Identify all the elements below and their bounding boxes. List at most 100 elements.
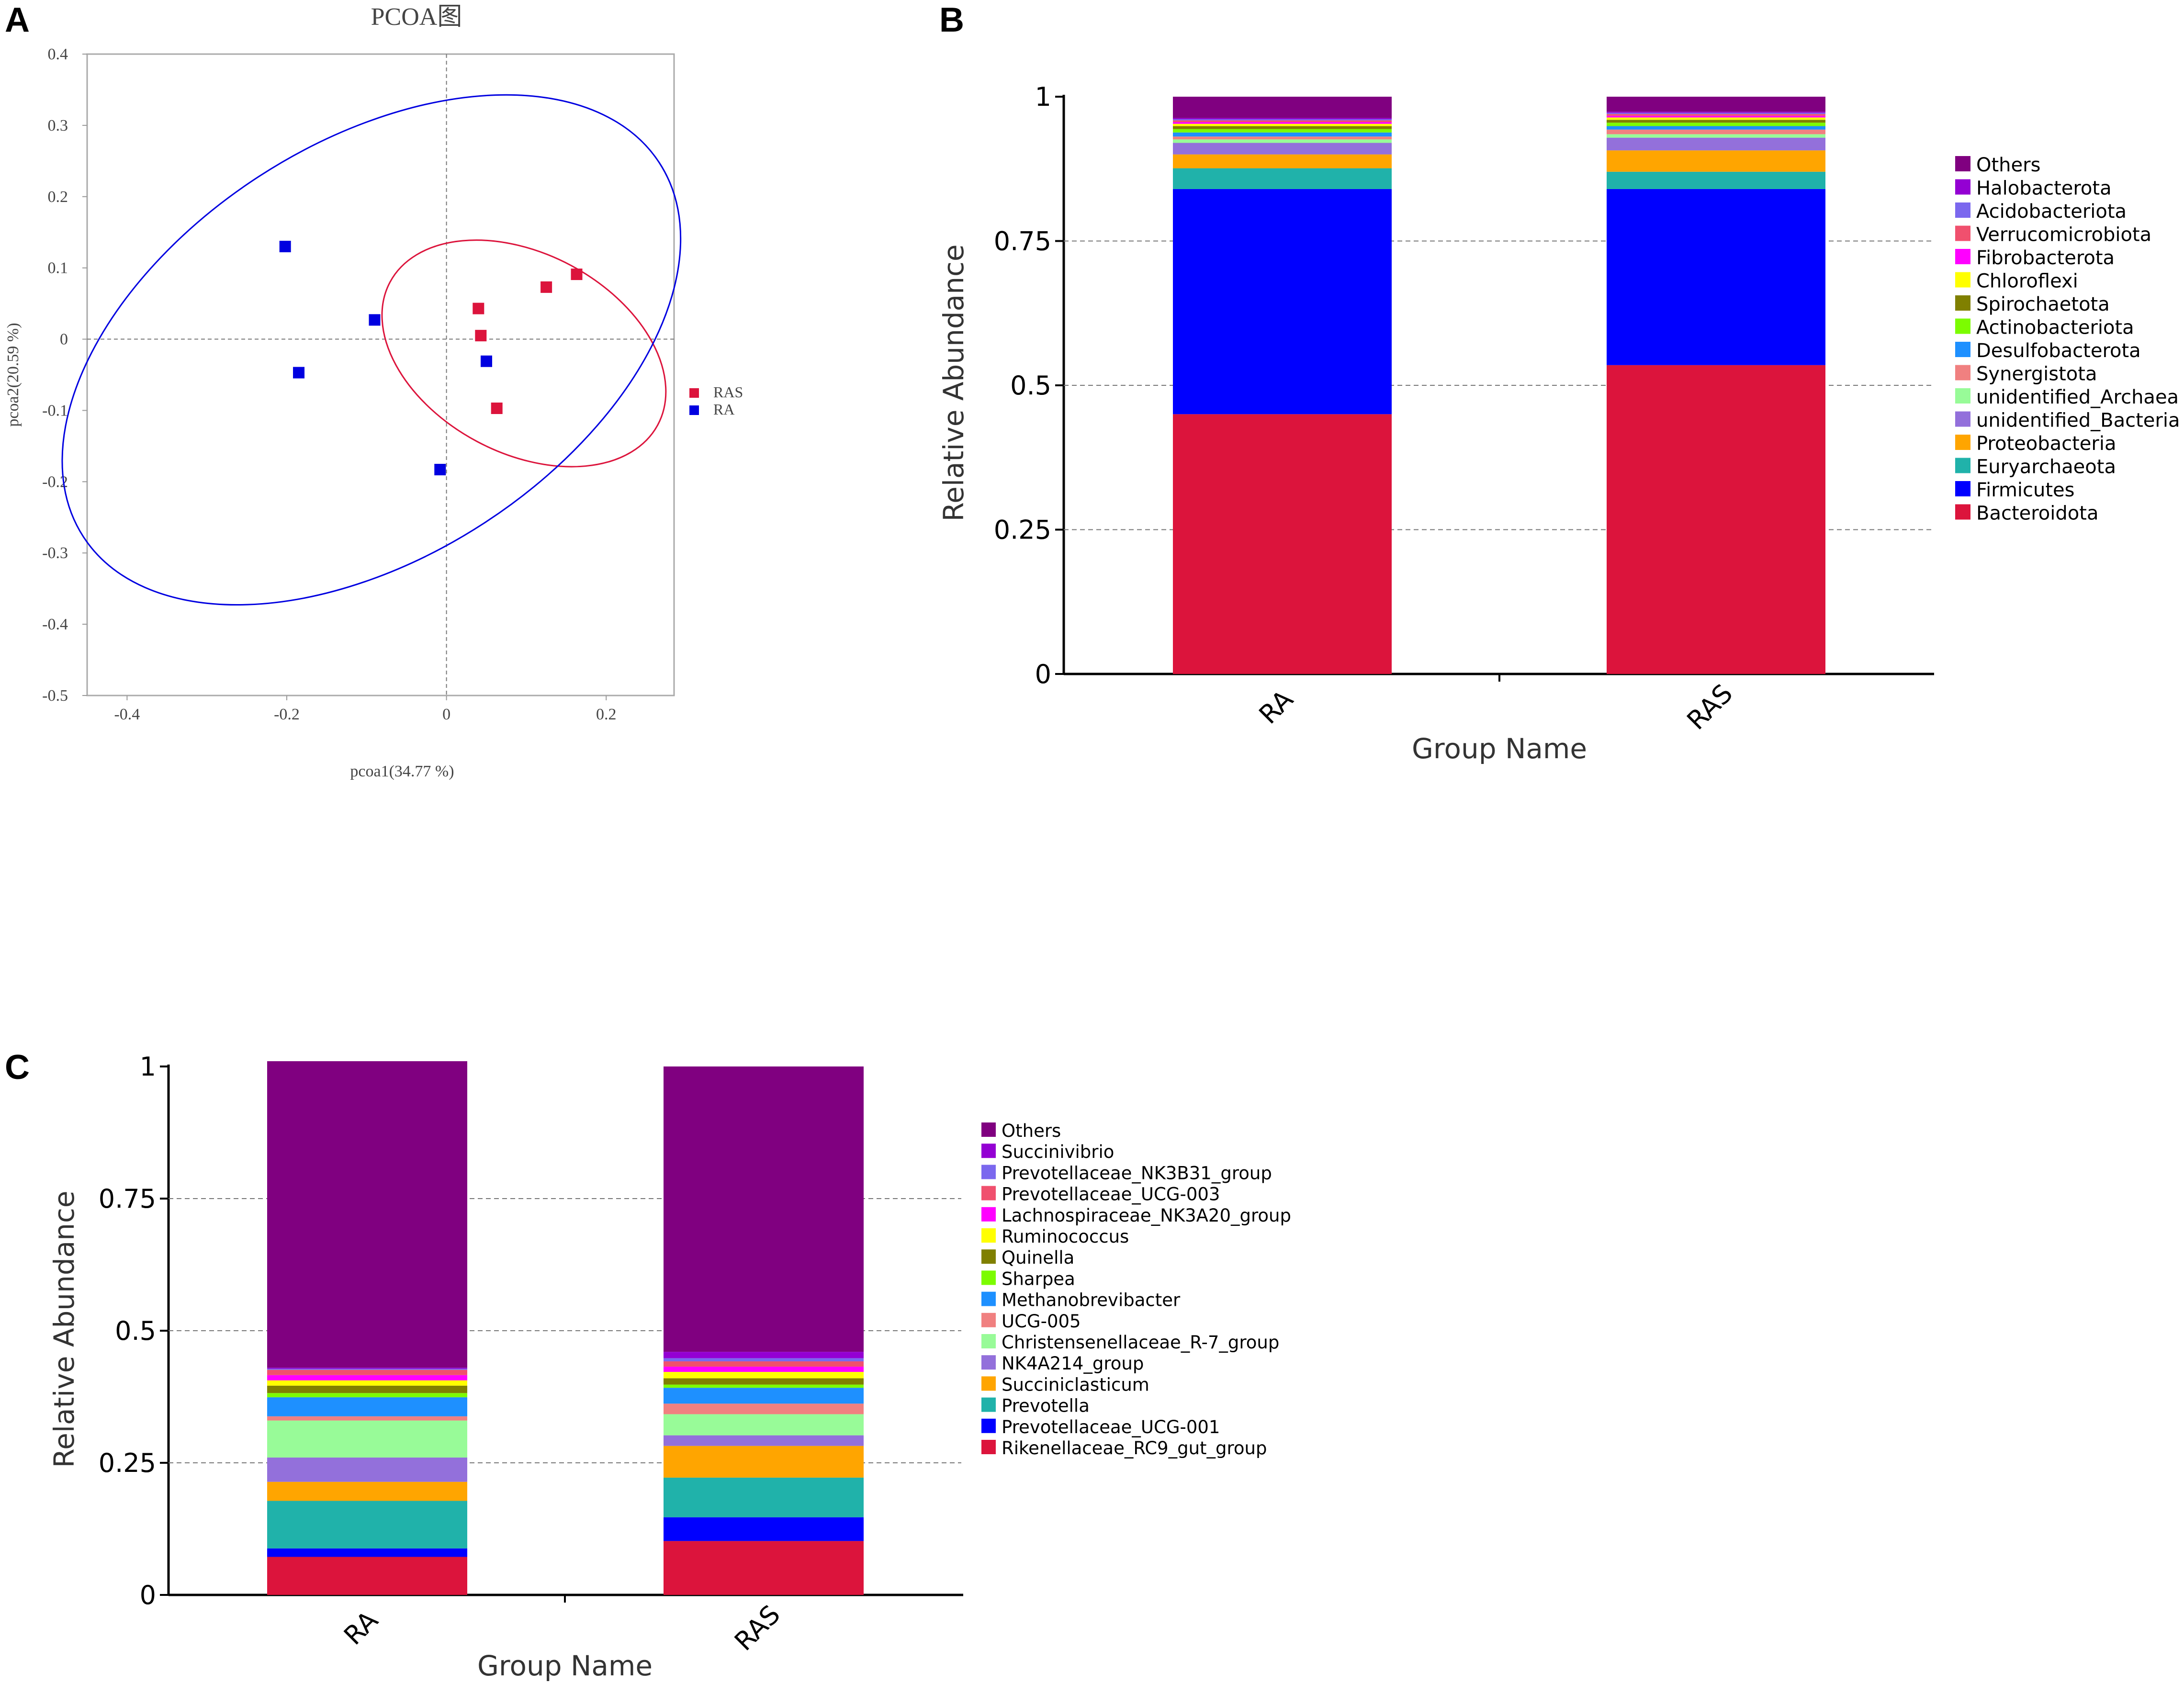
genus-bar-segment bbox=[664, 1388, 864, 1404]
pcoa-legend-label: RA bbox=[713, 401, 734, 418]
genus-bar-segment bbox=[267, 1416, 467, 1421]
phylum-bar-segment bbox=[1173, 120, 1392, 123]
phylum-legend-swatch bbox=[1955, 295, 1970, 311]
phylum-y-tick-label: 0.5 bbox=[1010, 370, 1051, 401]
phylum-bar-segment bbox=[1173, 132, 1392, 137]
genus-bar-segment bbox=[664, 1477, 864, 1517]
genus-legend-swatch bbox=[981, 1440, 996, 1454]
phylum-legend-label: unidentified_Bacteria bbox=[1976, 410, 2180, 432]
pcoa-point-ra bbox=[279, 241, 291, 252]
phylum-legend-label: Acidobacteriota bbox=[1976, 201, 2127, 223]
phylum-legend-swatch bbox=[1955, 365, 1970, 381]
phylum-legend-label: Halobacterota bbox=[1976, 178, 2112, 200]
phylum-bar-segment bbox=[1173, 143, 1392, 155]
pcoa-x-tick-label: -0.2 bbox=[274, 706, 300, 723]
genus-bar-segment bbox=[664, 1066, 864, 1352]
phylum-legend-label: Synergistota bbox=[1976, 363, 2097, 385]
pcoa-y-tick-label: -0.3 bbox=[42, 544, 68, 562]
phylum-bar-segment bbox=[1173, 136, 1392, 140]
pcoa-marks: -0.4 -0.2 0 0.20.40.30.20.10-0.1-0.2-0.3-0.… bbox=[42, 45, 743, 723]
phylum-legend-swatch bbox=[1955, 318, 1970, 334]
phylum-legend-label: Desulfobacterota bbox=[1976, 340, 2141, 362]
genus-legend-label: Ruminococcus bbox=[1002, 1226, 1129, 1247]
genus-bar-segment bbox=[664, 1384, 864, 1388]
phylum-legend-swatch bbox=[1955, 156, 1970, 171]
genus-y-tick-label: 0.75 bbox=[99, 1184, 156, 1214]
pcoa-legend-label: RAS bbox=[713, 383, 743, 401]
genus-bar-segment bbox=[664, 1372, 864, 1379]
genus-legend-label: Succinivibrio bbox=[1002, 1142, 1114, 1162]
genus-legend-label: Methanobrevibacter bbox=[1002, 1290, 1181, 1311]
pcoa-ellipse-ras bbox=[381, 239, 667, 468]
pcoa-point-ras bbox=[571, 269, 583, 280]
phylum-x-axis-label: Group Name bbox=[1412, 732, 1587, 765]
genus-bar-segment bbox=[664, 1358, 864, 1362]
phylum-y-tick-label: 0.75 bbox=[994, 226, 1051, 257]
pcoa-plot-frame bbox=[86, 53, 675, 696]
genus-bar-segment bbox=[664, 1446, 864, 1478]
phylum-y-tick-label: 1 bbox=[1035, 82, 1051, 112]
phylum-y-axis-label: Relative Abundance bbox=[937, 244, 970, 521]
genus-bar-segment bbox=[267, 1380, 467, 1386]
phylum-bar-segment bbox=[1607, 137, 1825, 151]
genus-bar-segment bbox=[267, 1368, 467, 1369]
genus-legend-label: Christensenellaceae_R-7_group bbox=[1002, 1332, 1279, 1353]
phylum-y-tick-label: 0.25 bbox=[994, 515, 1051, 545]
genus-bar-segment bbox=[664, 1414, 864, 1436]
genus-legend-swatch bbox=[981, 1249, 996, 1264]
genus-legend-swatch bbox=[981, 1313, 996, 1327]
phylum-bar-segment bbox=[1607, 115, 1825, 118]
panel-letter-b: B bbox=[939, 1, 964, 39]
genus-legend-label: Prevotella bbox=[1002, 1396, 1090, 1416]
genus-legend-swatch bbox=[981, 1270, 996, 1285]
genus-y-tick-label: 0.5 bbox=[115, 1316, 156, 1346]
phylum-legend-swatch bbox=[1955, 225, 1970, 241]
phylum-bar-segment bbox=[1173, 139, 1392, 143]
genus-bar-segment bbox=[664, 1435, 864, 1446]
genus-legend-label: Sharpea bbox=[1002, 1268, 1075, 1289]
genus-legend-swatch bbox=[981, 1228, 996, 1243]
genus-bar-segment bbox=[267, 1501, 467, 1548]
pcoa-point-ras bbox=[475, 330, 487, 342]
panel-letter-c: C bbox=[5, 1048, 30, 1087]
pcoa-y-tick-label: 0.1 bbox=[48, 259, 68, 277]
pcoa-legend-swatch-ras bbox=[689, 388, 699, 398]
pcoa-point-ra bbox=[434, 464, 446, 476]
phylum-bar-segment bbox=[1173, 126, 1392, 129]
phylum-legend-swatch bbox=[1955, 504, 1970, 520]
genus-x-axis-label: Group Name bbox=[477, 1649, 653, 1682]
pcoa-point-ras bbox=[540, 281, 552, 293]
genus-bar-segment bbox=[267, 1557, 467, 1595]
genus-legend-swatch bbox=[981, 1397, 996, 1412]
genus-bar-segment bbox=[664, 1378, 864, 1385]
genus-legend-label: UCG-005 bbox=[1002, 1311, 1081, 1332]
phylum-category-label: RAS bbox=[1681, 678, 1738, 736]
genus-bar-segment bbox=[664, 1361, 864, 1367]
pcoa-chart: PCOA图 pcoa1(34.77 %) pcoa2(20.59 %) -0.4… bbox=[4, 3, 743, 780]
phylum-y-tick-label: 0 bbox=[1035, 659, 1051, 689]
phylum-legend-swatch bbox=[1955, 481, 1970, 496]
phylum-legend-label: Actinobacteriota bbox=[1976, 317, 2134, 339]
phylum-legend-swatch bbox=[1955, 342, 1970, 357]
phylum-legend-swatch bbox=[1955, 411, 1970, 427]
phylum-bar-segment bbox=[1607, 112, 1825, 114]
genus-legend-label: Prevotellaceae_UCG-001 bbox=[1002, 1417, 1220, 1437]
genus-legend-swatch bbox=[981, 1376, 996, 1391]
pcoa-point-ra bbox=[369, 314, 381, 326]
pcoa-y-tick-label: 0.4 bbox=[48, 45, 68, 63]
phylum-bar-segment bbox=[1173, 189, 1392, 415]
phylum-bar-segment bbox=[1173, 414, 1392, 674]
genus-bar-segment bbox=[267, 1385, 467, 1393]
genus-legend-swatch bbox=[981, 1207, 996, 1222]
phylum-legend-label: Spirochaetota bbox=[1976, 293, 2110, 315]
phylum-bar-segment bbox=[1607, 189, 1825, 365]
genus-category-label: RA bbox=[338, 1605, 384, 1651]
genus-y-tick-label: 0 bbox=[140, 1580, 156, 1610]
phylum-legend-swatch bbox=[1955, 179, 1970, 195]
genus-y-tick-label: 0.25 bbox=[99, 1448, 156, 1478]
genus-bar-segment bbox=[267, 1481, 467, 1501]
phylum-legend-label: Chloroflexi bbox=[1976, 270, 2078, 292]
genus-legend-label: NK4A214_group bbox=[1002, 1353, 1144, 1374]
